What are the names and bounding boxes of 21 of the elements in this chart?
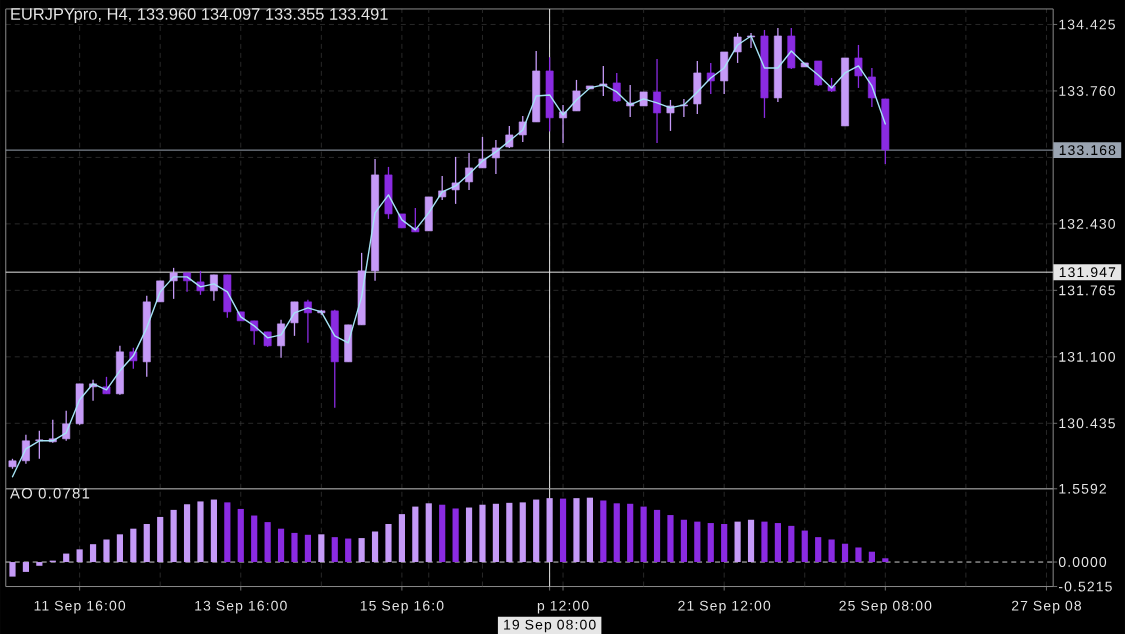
x-tick-label: 11 Sep 16:00: [34, 600, 126, 614]
x-tick-label: 27 Sep 08: [1011, 600, 1082, 614]
chart-title: EURJPYpro, H4, 133.960 134.097 133.355 133.491: [11, 7, 388, 23]
x-tick-label: 19 Sep 08:00: [504, 619, 596, 633]
ref-line-label: 131.947: [1059, 267, 1116, 277]
x-tick-label: 13 Sep 16:00: [195, 600, 287, 614]
x-tick-label: 25 Sep 08:00: [839, 600, 932, 614]
y-tick-label: 130.435: [1059, 418, 1115, 429]
y-tick-label: 134.425: [1059, 19, 1115, 30]
y-tick-label: 131.765: [1059, 285, 1115, 296]
ref-line-label: 133.168: [1059, 144, 1116, 155]
y-tick-label: 0.0000: [1058, 556, 1107, 567]
x-tick-label: 15 Sep 16:0: [360, 600, 444, 614]
x-tick-label: 21 Sep 12:00: [678, 600, 771, 614]
y-tick-label: 132.430: [1059, 218, 1115, 229]
y-tick-label: 131.100: [1059, 351, 1115, 362]
y-tick-label: 133.760: [1059, 85, 1115, 96]
y-tick-label: -0.5215: [1058, 581, 1112, 592]
chart-title: AO 0.0781: [9, 487, 90, 499]
y-tick-label: 1.5592: [1059, 483, 1106, 494]
x-tick-label: p 12:00: [537, 600, 589, 614]
